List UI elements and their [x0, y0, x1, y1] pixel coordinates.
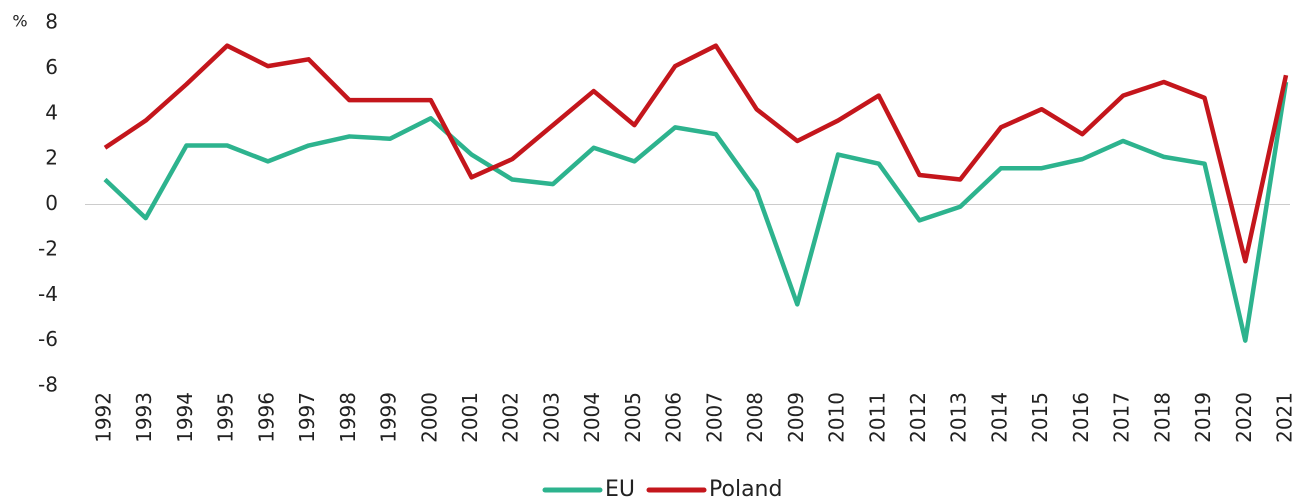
x-tick-label: 2012	[906, 392, 930, 443]
x-tick-label: 2011	[865, 392, 889, 443]
x-tick-label: 2019	[1191, 392, 1215, 443]
x-tick-label: 2004	[580, 392, 604, 443]
y-tick-label: 8	[45, 10, 58, 34]
y-tick-label: 6	[45, 55, 58, 79]
x-tick-label: 2020	[1232, 392, 1256, 443]
x-tick-label: 2015	[1028, 392, 1052, 443]
y-tick-label: 0	[45, 191, 58, 215]
x-tick-label: 2001	[458, 392, 482, 443]
x-tick-label: 1999	[377, 392, 401, 443]
y-tick-label: -4	[38, 282, 58, 306]
x-tick-label: 1993	[132, 392, 156, 443]
x-tick-label: 2006	[662, 392, 686, 443]
x-tick-label: 2005	[621, 392, 645, 443]
x-tick-label: 1992	[92, 392, 116, 443]
x-tick-label: 2021	[1273, 392, 1297, 443]
x-tick-label: 2014	[987, 392, 1011, 443]
x-tick-label: 2016	[1069, 392, 1093, 443]
y-tick-label: -6	[38, 327, 58, 351]
y-tick-label: 4	[45, 100, 58, 124]
y-axis-label: %	[12, 12, 27, 31]
x-tick-label: 2017	[1110, 392, 1134, 443]
x-tick-label: 2000	[417, 392, 441, 443]
x-tick-label: 1994	[173, 392, 197, 443]
line-series	[103, 43, 1289, 264]
x-tick-label: 1996	[254, 392, 278, 443]
x-tick-label: 1997	[295, 392, 319, 443]
y-tick-label: -2	[38, 236, 58, 260]
x-tick-label: 2002	[499, 392, 523, 443]
x-tick-label: 1998	[336, 392, 360, 443]
x-tick-label: 1995	[214, 392, 238, 443]
y-tick-label: -8	[38, 373, 58, 397]
x-tick-label: 2010	[825, 392, 849, 443]
x-tick-label: 2018	[1150, 392, 1174, 443]
legend-label: EU	[605, 477, 635, 502]
x-tick-label: 2009	[784, 392, 808, 443]
y-tick-label: 2	[45, 146, 58, 170]
legend-label: Poland	[709, 477, 782, 502]
x-tick-label: 2007	[702, 392, 726, 443]
line-series	[103, 81, 1289, 343]
x-tick-label: 2013	[947, 392, 971, 443]
x-tick-label: 2008	[743, 392, 767, 443]
x-tick-label: 2003	[539, 392, 563, 443]
